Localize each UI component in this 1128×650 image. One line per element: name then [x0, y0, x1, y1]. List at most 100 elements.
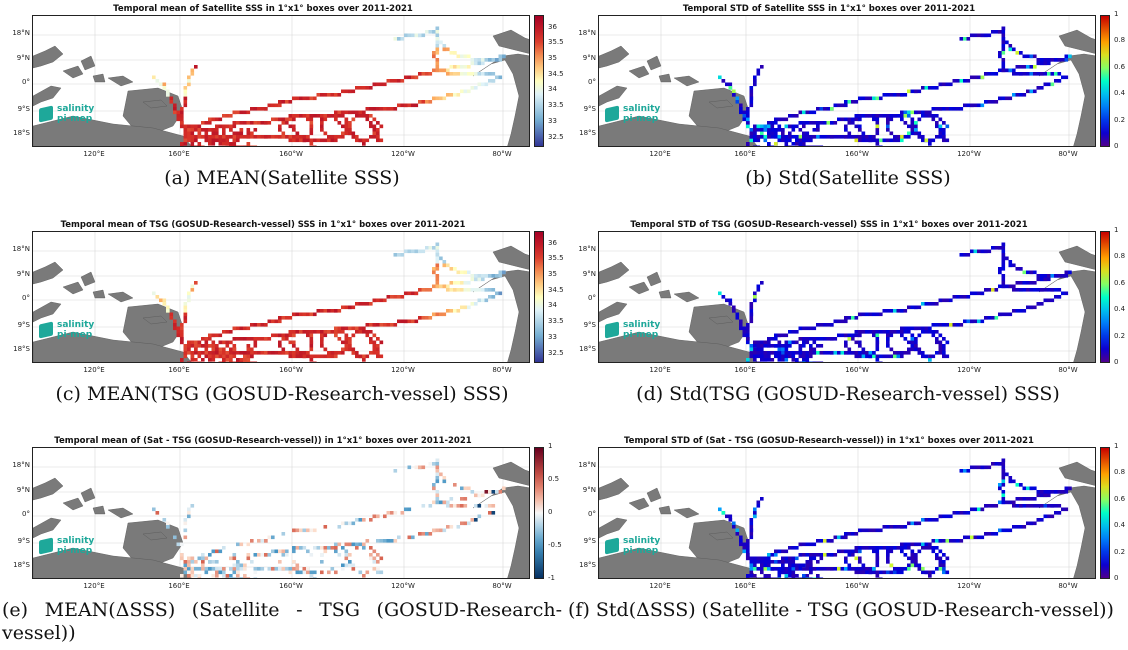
data-cell: [921, 86, 925, 90]
data-cell: [998, 270, 1002, 275]
data-cell: [390, 295, 394, 299]
data-cell: [746, 124, 750, 129]
data-cell: [886, 546, 890, 550]
data-cell: [1022, 93, 1027, 97]
data-cell: [774, 354, 778, 359]
data-cell: [411, 319, 415, 324]
data-cell: [288, 124, 293, 129]
panel-title: Temporal STD of Satellite SSS in 1°x1° b…: [682, 4, 976, 14]
data-cell: [760, 556, 764, 561]
data-cell: [253, 361, 258, 362]
data-cell: [1036, 274, 1041, 278]
data-cell: [232, 556, 237, 561]
data-cell: [907, 110, 911, 115]
data-cell: [484, 504, 489, 508]
data-cell: [1019, 51, 1023, 55]
data-cell: [819, 145, 824, 146]
data-cell: [823, 135, 827, 139]
data-cell: [854, 135, 859, 139]
data-cell: [886, 553, 890, 557]
data-cell: [809, 121, 813, 125]
data-cell: [180, 114, 184, 118]
data-cell: [879, 577, 883, 578]
data-cell: [288, 333, 293, 338]
data-cell: [942, 344, 946, 348]
data-cell: [274, 117, 279, 122]
data-cell: [376, 131, 380, 136]
data-cell: [756, 560, 761, 564]
data-cell: [460, 504, 464, 508]
data-cell: [746, 121, 750, 125]
data-cell: [924, 302, 929, 306]
data-cell: [756, 344, 761, 348]
data-cell: [938, 344, 943, 348]
data-cell: [344, 89, 349, 94]
data-cell: [194, 145, 198, 146]
data-cell: [875, 117, 880, 122]
data-cell: [770, 128, 775, 132]
data-cell: [316, 354, 321, 359]
data-cell: [1033, 497, 1037, 501]
data-cell: [788, 354, 792, 359]
data-cell: [355, 330, 359, 334]
data-cell: [826, 351, 831, 355]
data-cell: [749, 103, 754, 108]
data-cell: [323, 347, 328, 352]
data-cell: [823, 323, 827, 327]
data-cell: [288, 100, 293, 104]
data-cell: [851, 351, 855, 355]
data-cell: [334, 138, 338, 143]
data-cell: [281, 351, 286, 355]
data-cell: [467, 54, 471, 59]
colorbar-tick-label: 0: [1114, 358, 1119, 366]
data-cell: [365, 114, 370, 118]
data-cell: [809, 110, 813, 115]
data-cell: [938, 107, 943, 111]
data-cell: [323, 333, 328, 338]
data-cell: [446, 284, 450, 289]
data-cell: [966, 37, 971, 41]
data-cell: [453, 281, 457, 285]
data-cell: [767, 145, 771, 146]
data-cell: [903, 553, 908, 557]
data-cell: [812, 121, 817, 125]
data-cell: [1015, 525, 1020, 529]
data-cell: [774, 135, 778, 139]
data-cell: [1068, 54, 1072, 59]
data-cell: [914, 337, 918, 341]
data-cell: [309, 138, 314, 143]
data-cell: [309, 142, 314, 146]
data-cell: [767, 574, 771, 578]
data-cell: [844, 567, 848, 571]
data-cell: [180, 574, 184, 578]
data-cell: [1022, 270, 1027, 275]
data-cell: [243, 110, 247, 115]
data-cell: [1015, 497, 1020, 501]
data-cell: [306, 549, 310, 554]
data-cell: [1019, 525, 1023, 529]
data-cell: [155, 295, 160, 299]
data-cell: [963, 511, 967, 515]
data-cell: [421, 532, 426, 536]
data-cell: [309, 347, 314, 352]
data-cell: [358, 330, 363, 334]
data-cell: [236, 560, 240, 564]
lat-tick-label: 18°N: [12, 29, 30, 37]
data-cell: [924, 542, 929, 547]
data-cell: [945, 82, 950, 87]
data-cell: [938, 124, 943, 129]
landmass: [122, 303, 184, 351]
data-cell: [288, 354, 293, 359]
data-cell: [875, 142, 880, 146]
data-cell: [204, 347, 209, 352]
data-cell: [190, 145, 195, 146]
data-cell: [194, 128, 198, 132]
data-cell: [931, 107, 936, 111]
lat-tick-label: 18°S: [579, 129, 596, 137]
data-cell: [243, 358, 247, 362]
data-cell: [833, 337, 838, 341]
data-cell: [372, 556, 377, 561]
data-cell: [847, 131, 852, 136]
data-cell: [865, 135, 869, 139]
data-cell: [463, 89, 468, 94]
